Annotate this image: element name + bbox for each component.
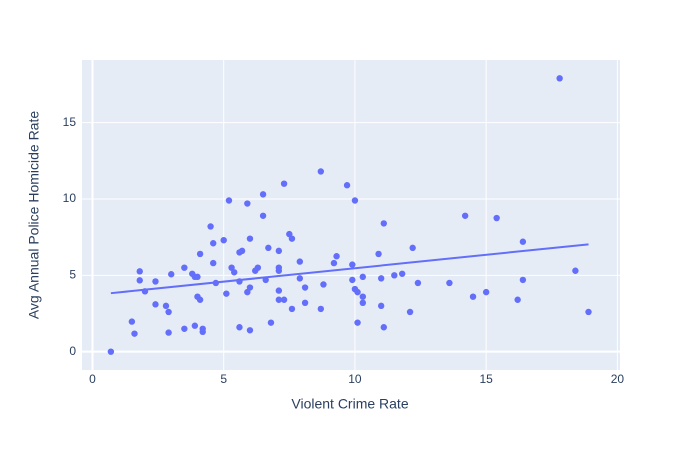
point — [288, 235, 296, 242]
point — [351, 197, 359, 204]
point — [210, 259, 217, 267]
point — [275, 247, 283, 255]
point — [288, 305, 296, 313]
point — [320, 281, 327, 288]
point — [333, 253, 340, 260]
point — [380, 324, 388, 331]
point — [136, 268, 143, 275]
point — [391, 272, 398, 279]
point — [301, 299, 309, 307]
point — [259, 212, 267, 219]
point — [254, 264, 262, 271]
point — [296, 258, 304, 265]
point — [280, 180, 288, 187]
x-tick-label: 0 — [89, 372, 96, 386]
point — [165, 308, 172, 316]
point — [181, 325, 188, 332]
point — [349, 261, 356, 268]
x-tick-label: 10 — [348, 372, 362, 386]
point — [194, 273, 201, 281]
point — [359, 293, 367, 300]
x-axis-title: Violent Crime Rate — [291, 396, 408, 412]
point — [199, 328, 206, 336]
x-tick-label: 15 — [479, 372, 493, 386]
point — [409, 244, 416, 252]
point — [223, 290, 230, 297]
point — [377, 302, 385, 310]
point — [514, 296, 521, 303]
point — [231, 269, 238, 276]
point — [359, 299, 367, 307]
point — [343, 182, 351, 189]
point — [556, 75, 563, 82]
point — [296, 275, 304, 282]
point — [469, 293, 477, 300]
point — [446, 279, 453, 287]
point — [461, 212, 469, 219]
point — [168, 271, 175, 278]
point — [519, 238, 527, 245]
point — [259, 191, 267, 198]
point — [398, 270, 406, 277]
x-tick-label: 5 — [220, 372, 227, 386]
point — [280, 296, 288, 303]
point — [136, 277, 143, 284]
plot-area — [82, 60, 620, 370]
point — [246, 284, 254, 291]
point — [131, 330, 138, 337]
point — [265, 244, 272, 252]
point — [317, 305, 325, 313]
y-axis-title: Avg Annual Police Homicide Rate — [26, 111, 42, 320]
x-tick-label: 20 — [611, 372, 625, 386]
point — [375, 250, 382, 258]
point — [585, 308, 592, 316]
point — [225, 197, 233, 204]
point — [275, 267, 283, 274]
point — [210, 240, 217, 247]
point — [380, 220, 388, 227]
point — [152, 278, 159, 285]
y-tick-label: 0 — [69, 344, 76, 358]
point — [128, 318, 136, 325]
point — [107, 348, 115, 355]
point — [165, 329, 172, 336]
y-tick-label: 15 — [63, 115, 77, 129]
point — [244, 200, 251, 207]
point — [482, 288, 490, 296]
point — [236, 324, 243, 331]
point — [196, 296, 204, 303]
point — [354, 319, 361, 326]
point — [267, 319, 275, 326]
point — [181, 264, 188, 271]
point — [162, 302, 170, 310]
point — [330, 259, 338, 267]
point — [191, 322, 199, 329]
point — [354, 288, 361, 296]
y-tick-label: 5 — [69, 267, 76, 281]
trendline — [110, 243, 589, 295]
point — [301, 284, 309, 291]
point — [572, 267, 579, 274]
point — [220, 236, 227, 244]
point — [317, 168, 325, 175]
point — [406, 308, 414, 316]
y-tick-label: 10 — [63, 191, 77, 205]
point — [359, 273, 367, 281]
point — [207, 223, 214, 230]
point — [275, 287, 283, 294]
point — [493, 214, 500, 222]
point — [519, 276, 527, 284]
point — [377, 275, 385, 282]
point — [349, 276, 356, 284]
point — [152, 301, 159, 308]
point — [196, 250, 204, 258]
point — [238, 247, 246, 255]
point — [275, 296, 283, 303]
point — [246, 235, 254, 242]
point — [246, 327, 254, 334]
point — [414, 279, 422, 287]
